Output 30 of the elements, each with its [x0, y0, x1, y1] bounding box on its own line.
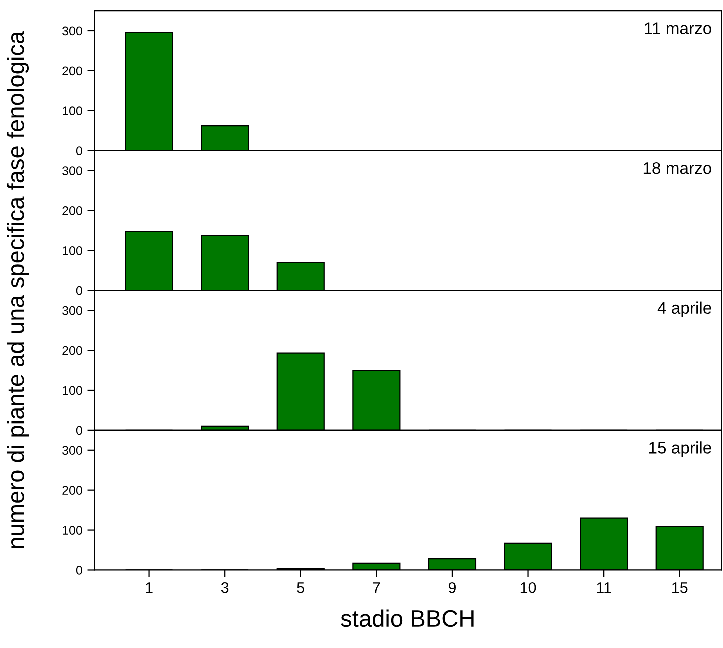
y-tick-label: 0: [76, 566, 82, 575]
x-tick-label: 9: [448, 582, 456, 594]
x-tick-label: 3: [221, 582, 229, 594]
x-tick-label: 5: [297, 582, 304, 594]
x-axis-title: stadio BBCH: [341, 610, 474, 628]
x-tick-label: 7: [373, 582, 380, 594]
y-tick-label: 0: [76, 426, 82, 436]
y-tick-label: 0: [76, 286, 82, 296]
annotation: 4 aprile: [658, 302, 712, 318]
x-tick-label: 15: [672, 582, 688, 594]
y-tick-label: 200: [62, 206, 82, 216]
y-tick-label: 300: [62, 26, 82, 36]
y-tick-label: 200: [62, 486, 82, 496]
annotation: 15 aprile: [649, 442, 712, 458]
y-tick-label: 100: [63, 246, 82, 256]
y-tick-label: 100: [63, 386, 82, 396]
x-tick-label: 1: [146, 582, 153, 594]
y-tick-label: 200: [62, 346, 82, 356]
y-axis-title: numero di piante ad una specifica fase fenologica: [7, 31, 30, 548]
y-tick-label: 100: [63, 526, 82, 535]
annotation: 11 marzo: [645, 22, 712, 34]
y-tick-label: 200: [62, 66, 82, 76]
y-tick-label: 300: [62, 306, 82, 316]
y-tick-label: 300: [62, 166, 82, 176]
x-tick-label: 10: [520, 582, 536, 594]
y-tick-label: 0: [76, 146, 82, 156]
x-tick-label: 11: [597, 582, 612, 594]
annotation: 18 marzo: [644, 162, 712, 174]
y-tick-label: 300: [62, 446, 82, 456]
y-tick-label: 100: [63, 106, 82, 116]
